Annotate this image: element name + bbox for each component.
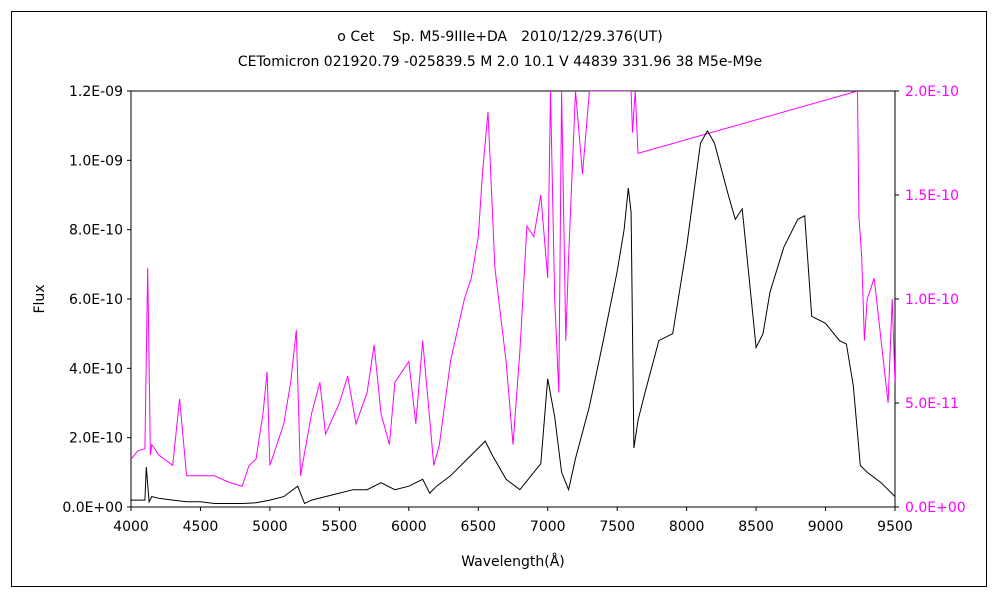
y-tick-label: 8.0E-10 bbox=[69, 223, 123, 239]
y-tick-label: 0.0E+00 bbox=[62, 500, 123, 516]
y2-tick-label: 1.0E-10 bbox=[905, 292, 959, 308]
y-tick-label: 4.0E-10 bbox=[69, 361, 123, 377]
x-tick-label: 6000 bbox=[391, 519, 427, 535]
x-tick-label: 9000 bbox=[808, 519, 844, 535]
x-tick-label: 7500 bbox=[599, 519, 635, 535]
y2-tick-label: 2.0E-10 bbox=[905, 84, 959, 100]
x-tick-label: 4000 bbox=[113, 519, 149, 535]
series-layer bbox=[131, 91, 895, 505]
y2-tick-label: 0.0E+00 bbox=[905, 500, 966, 516]
y2-tick-label: 1.5E-10 bbox=[905, 188, 959, 204]
series-line-left-axis bbox=[131, 129, 895, 505]
y2-tick-label: 5.0E-11 bbox=[905, 396, 959, 412]
x-tick-label: 7000 bbox=[530, 519, 566, 535]
x-tick-label: 5500 bbox=[322, 519, 358, 535]
y-axis-right: 0.0E+00 5.0E-11 1.0E-10 1.5E-10 2.0E-10 bbox=[895, 84, 966, 516]
x-axis: 4000 4500 5000 5500 6000 6500 7000 7500 8000 8500… bbox=[113, 507, 913, 535]
chart-subtitle: CETomicron 021920.79 -025839.5 M 2.0 10.… bbox=[237, 54, 763, 70]
x-tick-label: 8000 bbox=[669, 519, 705, 535]
y-tick-label: 1.0E-09 bbox=[69, 153, 123, 169]
series-line-right-axis bbox=[131, 91, 895, 487]
y-axis-left: 0.0E+00 2.0E-10 4.0E-10 6.0E-10 8.0E-10 1.0E-… bbox=[62, 84, 131, 516]
x-axis-label: Wavelength(Å) bbox=[461, 553, 565, 570]
chart-title: ο Cet Sp. M5-9IIIe+DA 2010/12/29.376(UT) bbox=[337, 29, 663, 45]
chart-frame bbox=[11, 11, 987, 587]
x-tick-label: 5000 bbox=[252, 519, 288, 535]
y-tick-label: 1.2E-09 bbox=[69, 84, 123, 100]
x-tick-label: 9500 bbox=[877, 519, 913, 535]
y-tick-label: 2.0E-10 bbox=[69, 431, 123, 447]
y-axis-label: Flux bbox=[32, 284, 48, 313]
x-tick-label: 8500 bbox=[738, 519, 774, 535]
y-tick-label: 6.0E-10 bbox=[69, 292, 123, 308]
x-tick-label: 4500 bbox=[183, 519, 219, 535]
x-tick-label: 6500 bbox=[460, 519, 496, 535]
